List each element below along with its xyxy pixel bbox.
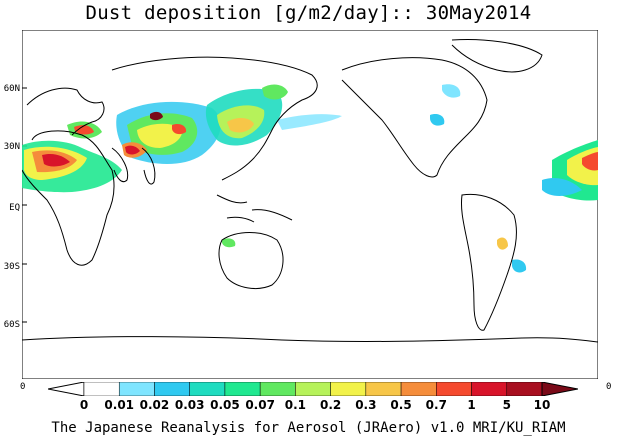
colorbar-swatch — [259, 382, 296, 396]
colorbar-swatch — [506, 382, 543, 396]
colorbar-swatch — [83, 382, 120, 396]
colorbar-swatch — [189, 382, 226, 396]
dust-deposition-map — [22, 30, 598, 379]
colorbar-under-arrow — [48, 382, 85, 396]
colorbar-tick-label: 5 — [502, 398, 511, 412]
colorbar-swatch — [330, 382, 367, 396]
colorbar-tick-label: 0.05 — [210, 398, 240, 412]
edge-label-right: 0 — [606, 382, 612, 392]
colorbar-tick-label: 0.07 — [245, 398, 275, 412]
dust-field — [22, 84, 598, 273]
lat-label-60s: 60S — [3, 320, 20, 330]
colorbar-swatch — [400, 382, 437, 396]
lat-label-eq: EQ — [9, 203, 20, 213]
colorbar-swatch — [118, 382, 155, 396]
coastlines — [22, 39, 598, 343]
colorbar-tick-label: 0.02 — [139, 398, 170, 412]
colorbar-tick-label: 0.5 — [390, 398, 412, 412]
lat-label-60n: 60N — [3, 84, 20, 94]
map-title: Dust deposition [g/m2/day]:: 30May2014 — [85, 2, 532, 24]
colorbar-tick-label: 0.7 — [425, 398, 447, 412]
colorbar-tick-label: 0.03 — [174, 398, 205, 412]
colorbar-tick-label: 0.1 — [284, 398, 307, 412]
colorbar-tick-label: 0.3 — [355, 398, 377, 412]
colorbar-tick-label: 0 — [79, 398, 89, 412]
colorbar-swatch — [295, 382, 331, 396]
colorbar-swatch — [154, 382, 190, 396]
credit-line: The Japanese Reanalysis for Aerosol (JRA… — [51, 420, 566, 436]
colorbar — [48, 382, 578, 396]
lat-label-30n: 30N — [3, 142, 20, 152]
colorbar-swatch — [365, 382, 402, 396]
lat-label-30s: 30S — [3, 262, 20, 272]
colorbar-swatch — [224, 382, 261, 396]
colorbar-over-arrow — [541, 382, 578, 396]
colorbar-tick-label: 1 — [467, 398, 476, 412]
edge-label-left: 0 — [20, 382, 26, 392]
colorbar-tick-label: 10 — [533, 398, 551, 412]
colorbar-tick-label: 0.01 — [104, 398, 135, 412]
colorbar-swatch — [436, 382, 472, 396]
colorbar-swatch — [471, 382, 508, 396]
colorbar-tick-label: 0.2 — [319, 398, 342, 412]
